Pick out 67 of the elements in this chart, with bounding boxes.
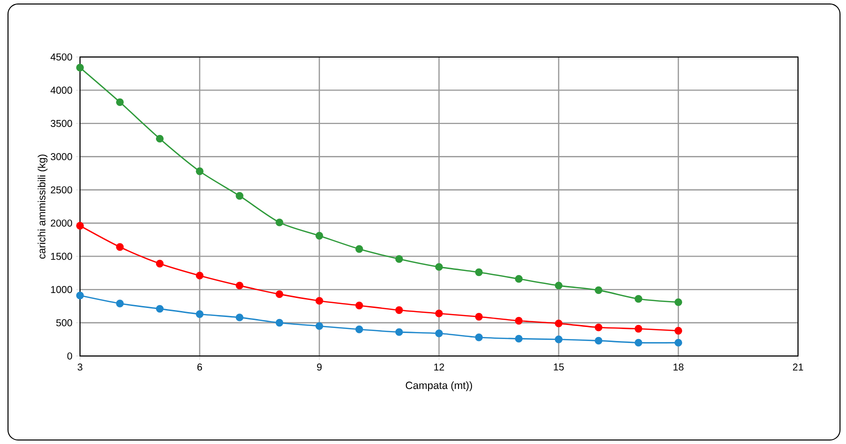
point [674, 338, 682, 347]
point [196, 167, 204, 176]
y-tick-label: 2500 [50, 186, 72, 194]
point [156, 304, 164, 313]
x-axis-title: Campata (mt)) [406, 381, 472, 392]
point [514, 316, 523, 325]
point [196, 310, 204, 318]
point [674, 326, 682, 335]
point [634, 338, 642, 347]
y-tick-label: 4500 [50, 53, 72, 61]
point [594, 324, 602, 332]
point [554, 282, 563, 290]
point [355, 245, 364, 253]
x-tick-label: 21 [792, 364, 804, 370]
point [116, 243, 124, 251]
y-tick-label: 1000 [51, 286, 72, 294]
point [634, 324, 642, 333]
point [554, 320, 563, 328]
point [315, 296, 324, 305]
point [355, 326, 364, 334]
point [156, 260, 164, 268]
y-tick-label: 500 [56, 319, 72, 326]
point [554, 336, 563, 344]
x-tick-label: 18 [674, 364, 684, 371]
point [594, 286, 602, 294]
point [315, 322, 324, 330]
point [156, 134, 164, 143]
y-tick-label: 2000 [50, 220, 72, 227]
point [514, 275, 523, 283]
point [276, 318, 284, 327]
x-tick-label: 15 [554, 364, 564, 370]
x-tick-label: 9 [317, 364, 322, 371]
point [435, 310, 443, 318]
y-tick-label: 3000 [50, 153, 72, 160]
y-axis-title: carichi ammissibili (kg) [38, 154, 48, 259]
point [435, 330, 443, 338]
y-tick-label: 1500 [51, 252, 72, 260]
point [475, 312, 483, 321]
point [276, 218, 284, 226]
point [76, 292, 84, 300]
point [315, 232, 324, 240]
x-tick-label: 12 [434, 364, 444, 370]
x-tick-label: 3 [78, 364, 82, 371]
point [236, 314, 244, 322]
point [475, 334, 483, 342]
point [236, 282, 244, 290]
point [355, 302, 364, 310]
point [236, 192, 244, 200]
point [116, 98, 124, 106]
point [276, 290, 284, 298]
point [395, 306, 403, 314]
point [634, 294, 642, 303]
y-tick-label: 4000 [50, 86, 72, 94]
point [514, 334, 523, 343]
x-tick-label: 6 [197, 364, 202, 371]
point [395, 328, 403, 336]
y-tick-label: 3500 [50, 120, 72, 127]
point [475, 268, 483, 276]
y-tick-label: 0 [67, 352, 72, 360]
point [76, 64, 84, 72]
point [674, 298, 682, 306]
point [395, 255, 403, 263]
point [435, 263, 443, 271]
point [116, 300, 124, 308]
point [196, 272, 204, 280]
point [594, 336, 602, 345]
point [76, 222, 84, 230]
